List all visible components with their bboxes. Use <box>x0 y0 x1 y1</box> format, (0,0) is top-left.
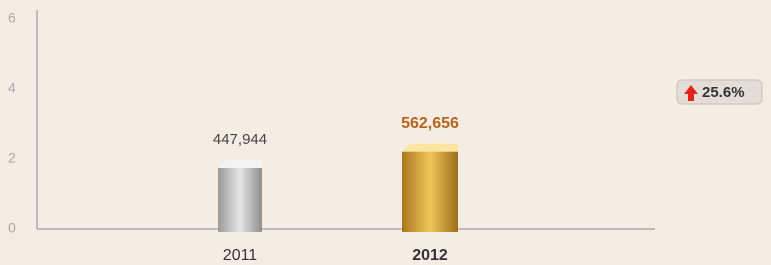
y-tick-label: 0 <box>8 220 16 236</box>
change-badge: 25.6% <box>677 80 762 104</box>
change-label: 25.6% <box>702 84 745 101</box>
chart: 25.6% 0 2 4 6 447,944 2011 562,656 2012 <box>0 0 771 265</box>
page: {"chart_data": {"type": "bar", "categori… <box>0 0 771 265</box>
bar-top <box>402 144 458 152</box>
y-tick-label: 6 <box>8 10 16 26</box>
x-tick-label: 2012 <box>412 247 448 264</box>
y-tick-label: 2 <box>8 150 16 166</box>
value-label: 562,656 <box>401 115 459 132</box>
bar-top <box>218 160 262 168</box>
y-tick-label: 4 <box>8 80 16 96</box>
bar <box>402 152 458 232</box>
value-label: 447,944 <box>213 131 267 148</box>
x-tick-label: 2011 <box>223 247 258 264</box>
bar <box>218 168 262 232</box>
